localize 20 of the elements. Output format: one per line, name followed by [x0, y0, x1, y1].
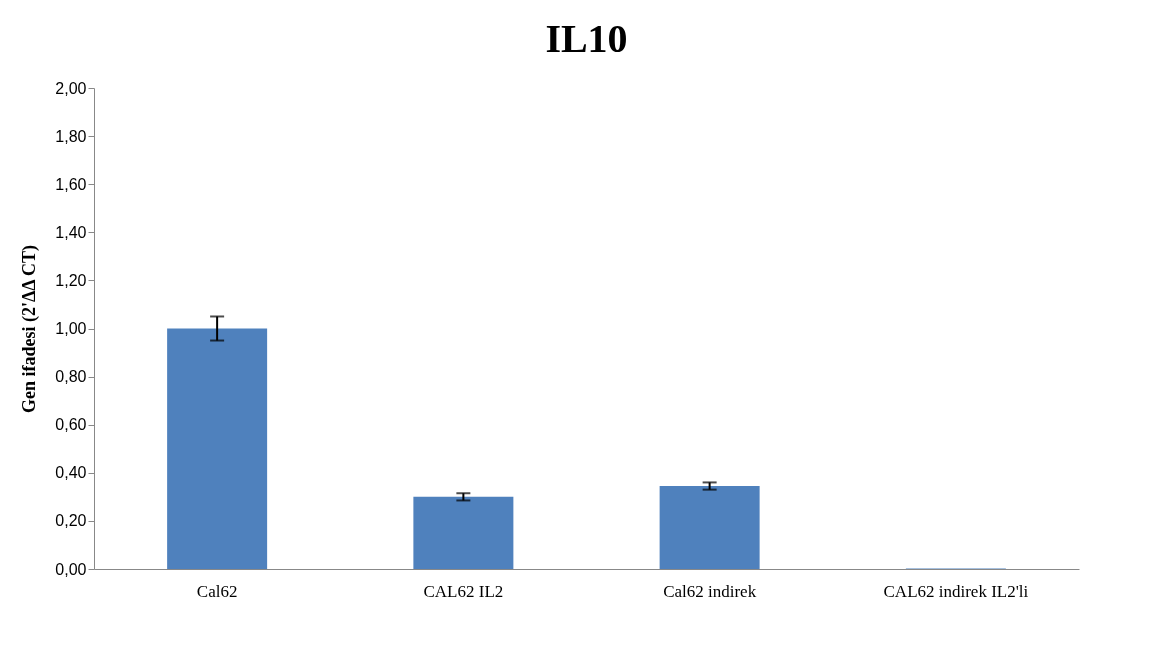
y-tick-label: 0,40 [55, 464, 87, 482]
y-axis-title: Gen ifadesi (2'ΔΔ CT) [19, 244, 41, 414]
y-tick-label: 1,00 [55, 320, 87, 337]
y-tick-label: 2,00 [55, 79, 87, 97]
bar [167, 328, 268, 569]
y-tick-label: 0,20 [55, 512, 87, 530]
y-tick-label: 1,80 [55, 127, 87, 145]
y-tick-label: 0,60 [55, 416, 87, 434]
bar [413, 496, 514, 569]
y-tick-label: 0,80 [55, 368, 87, 386]
x-tick-label: Cal62 indirek [663, 581, 757, 601]
y-tick-label: 0,00 [55, 560, 87, 578]
x-tick-label: CAL62 indirek IL2'li [883, 581, 1029, 601]
x-tick-label: Cal62 [196, 581, 238, 601]
chart-title: IL10 [545, 16, 628, 61]
y-tick-label: 1,60 [55, 175, 87, 193]
y-tick-label: 1,40 [55, 223, 87, 241]
bar [659, 486, 760, 569]
x-tick-label: CAL62 IL2 [423, 581, 504, 601]
y-tick-label: 1,20 [55, 271, 87, 289]
